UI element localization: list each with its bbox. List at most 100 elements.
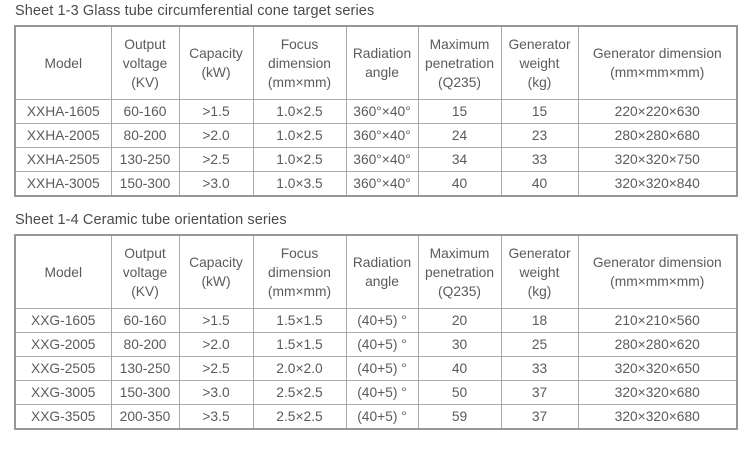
table-cell-col3: 1.0×2.5 [252,99,347,124]
table-cell-col2: >1.5 [178,99,254,124]
table-row: XXG-1605 60-160 >1.5 1.5×1.5 (40+5) ° 20 18 210… [14,308,738,333]
table-row: XXG-3005 150-300 >3.0 2.5×2.5 (40+5) ° 50 37 32… [14,380,738,405]
table-cell-col5: 40 [417,171,502,197]
table-cell-col4: (40+5) ° [345,404,419,430]
table-cell-col6: 37 [500,380,579,405]
table-cell-col2: >2.5 [178,356,254,381]
table-row: XXHA-3005 150-300 >3.0 1.0×3.5 360°×40° 40 40 3… [14,171,738,197]
column-header-4: Radiation angle [345,234,419,309]
column-header-3: Focus dimension (mm×mm) [252,234,347,309]
glass-tube-series-table: Model Output voltage (KV) Capacity (kW) Foc… [14,25,738,197]
table-cell-col6: 40 [500,171,579,197]
ceramic-tube-series-section: Sheet 1-4 Ceramic tube orientation serie… [14,212,738,430]
table-cell-col7: 320×320×680 [577,380,738,405]
table-cell-col6: 15 [500,99,579,124]
table-cell-col3: 1.0×3.5 [252,171,347,197]
table-cell-col5: 50 [417,380,502,405]
table-cell-col6: 37 [500,404,579,430]
table-cell-col6: 33 [500,147,579,172]
column-header-5: Maximum penetration (Q235) [417,234,502,309]
table-cell-col0: XXG-3005 [14,380,112,405]
glass-tube-series-title: Sheet 1-3 Glass tube circumferential con… [15,3,375,19]
column-header-7: Generator dimension (mm×mm×mm) [577,25,738,100]
table-cell-col5: 15 [417,99,502,124]
column-header-3: Focus dimension (mm×mm) [252,25,347,100]
table-cell-col5: 20 [417,308,502,333]
table-cell-col4: 360°×40° [345,147,419,172]
table-header: Model Output voltage (KV) Capacity (kW) Foc… [14,25,738,100]
table-cell-col2: >2.5 [178,147,254,172]
table-cell-col3: 2.5×2.5 [252,380,347,405]
table-cell-col0: XXG-2005 [14,332,112,357]
table-cell-col5: 24 [417,123,502,148]
table-cell-col1: 80-200 [110,123,180,148]
table-cell-col1: 150-300 [110,380,180,405]
table-row: XXG-2005 80-200 >2.0 1.5×1.5 (40+5) ° 30 25 280… [14,332,738,357]
table-cell-col6: 23 [500,123,579,148]
table-cell-col3: 1.5×1.5 [252,308,347,333]
table-row: XXHA-2505 130-250 >2.5 1.0×2.5 360°×40° 34 33 3… [14,147,738,172]
table-cell-col2: >3.0 [178,171,254,197]
table-cell-col2: >2.0 [178,123,254,148]
table-header: Model Output voltage (KV) Capacity (kW) Foc… [14,234,738,309]
table-cell-col7: 280×280×680 [577,123,738,148]
table-row: XXHA-1605 60-160 >1.5 1.0×2.5 360°×40° 15 15 22… [14,99,738,124]
header-row: Model Output voltage (KV) Capacity (kW) Foc… [14,25,738,100]
column-header-6: Generator weight (kg) [500,25,579,100]
table-cell-col1: 130-250 [110,147,180,172]
table-cell-col7: 320×320×750 [577,147,738,172]
table-cell-col0: XXG-3505 [14,404,112,430]
table-cell-col4: 360°×40° [345,171,419,197]
table-cell-col4: (40+5) ° [345,356,419,381]
table-cell-col0: XXG-1605 [14,308,112,333]
column-header-2: Capacity (kW) [178,25,254,100]
table-cell-col4: 360°×40° [345,99,419,124]
table-cell-col2: >2.0 [178,332,254,357]
table-cell-col5: 59 [417,404,502,430]
table-cell-col1: 60-160 [110,99,180,124]
column-header-5: Maximum penetration (Q235) [417,25,502,100]
table-cell-col7: 320×320×840 [577,171,738,197]
table-cell-col4: 360°×40° [345,123,419,148]
table-cell-col6: 25 [500,332,579,357]
page-content: Sheet 1-3 Glass tube circumferential con… [14,3,738,430]
column-header-0: Model [14,234,112,309]
table-cell-col3: 2.0×2.0 [252,356,347,381]
table-cell-col3: 2.5×2.5 [252,404,347,430]
column-header-2: Capacity (kW) [178,234,254,309]
table-cell-col7: 280×280×620 [577,332,738,357]
table-cell-col5: 40 [417,356,502,381]
table-cell-col5: 34 [417,147,502,172]
column-header-0: Model [14,25,112,100]
table-cell-col2: >1.5 [178,308,254,333]
table-cell-col2: >3.5 [178,404,254,430]
table-cell-col0: XXG-2505 [14,356,112,381]
ceramic-tube-series-table: Model Output voltage (KV) Capacity (kW) Foc… [14,234,738,430]
table-cell-col2: >3.0 [178,380,254,405]
table-body: XXHA-1605 60-160 >1.5 1.0×2.5 360°×40° 15 15 22… [14,99,738,197]
column-header-7: Generator dimension (mm×mm×mm) [577,234,738,309]
column-header-1: Output voltage (KV) [110,25,180,100]
column-header-1: Output voltage (KV) [110,234,180,309]
table-cell-col1: 130-250 [110,356,180,381]
column-header-6: Generator weight (kg) [500,234,579,309]
column-header-4: Radiation angle [345,25,419,100]
ceramic-tube-series-title: Sheet 1-4 Ceramic tube orientation serie… [15,212,287,228]
table-cell-col7: 210×210×560 [577,308,738,333]
table-cell-col0: XXHA-2505 [14,147,112,172]
header-row: Model Output voltage (KV) Capacity (kW) Foc… [14,234,738,309]
table-cell-col3: 1.0×2.5 [252,123,347,148]
table-cell-col7: 320×320×680 [577,404,738,430]
table-cell-col0: XXHA-3005 [14,171,112,197]
table-cell-col6: 33 [500,356,579,381]
table-row: XXHA-2005 80-200 >2.0 1.0×2.5 360°×40° 24 23 28… [14,123,738,148]
table-cell-col1: 200-350 [110,404,180,430]
table-cell-col1: 80-200 [110,332,180,357]
table-cell-col3: 1.0×2.5 [252,147,347,172]
table-cell-col4: (40+5) ° [345,308,419,333]
table-cell-col5: 30 [417,332,502,357]
table-cell-col1: 60-160 [110,308,180,333]
table-cell-col0: XXHA-2005 [14,123,112,148]
table-cell-col7: 220×220×630 [577,99,738,124]
table-cell-col7: 320×320×650 [577,356,738,381]
